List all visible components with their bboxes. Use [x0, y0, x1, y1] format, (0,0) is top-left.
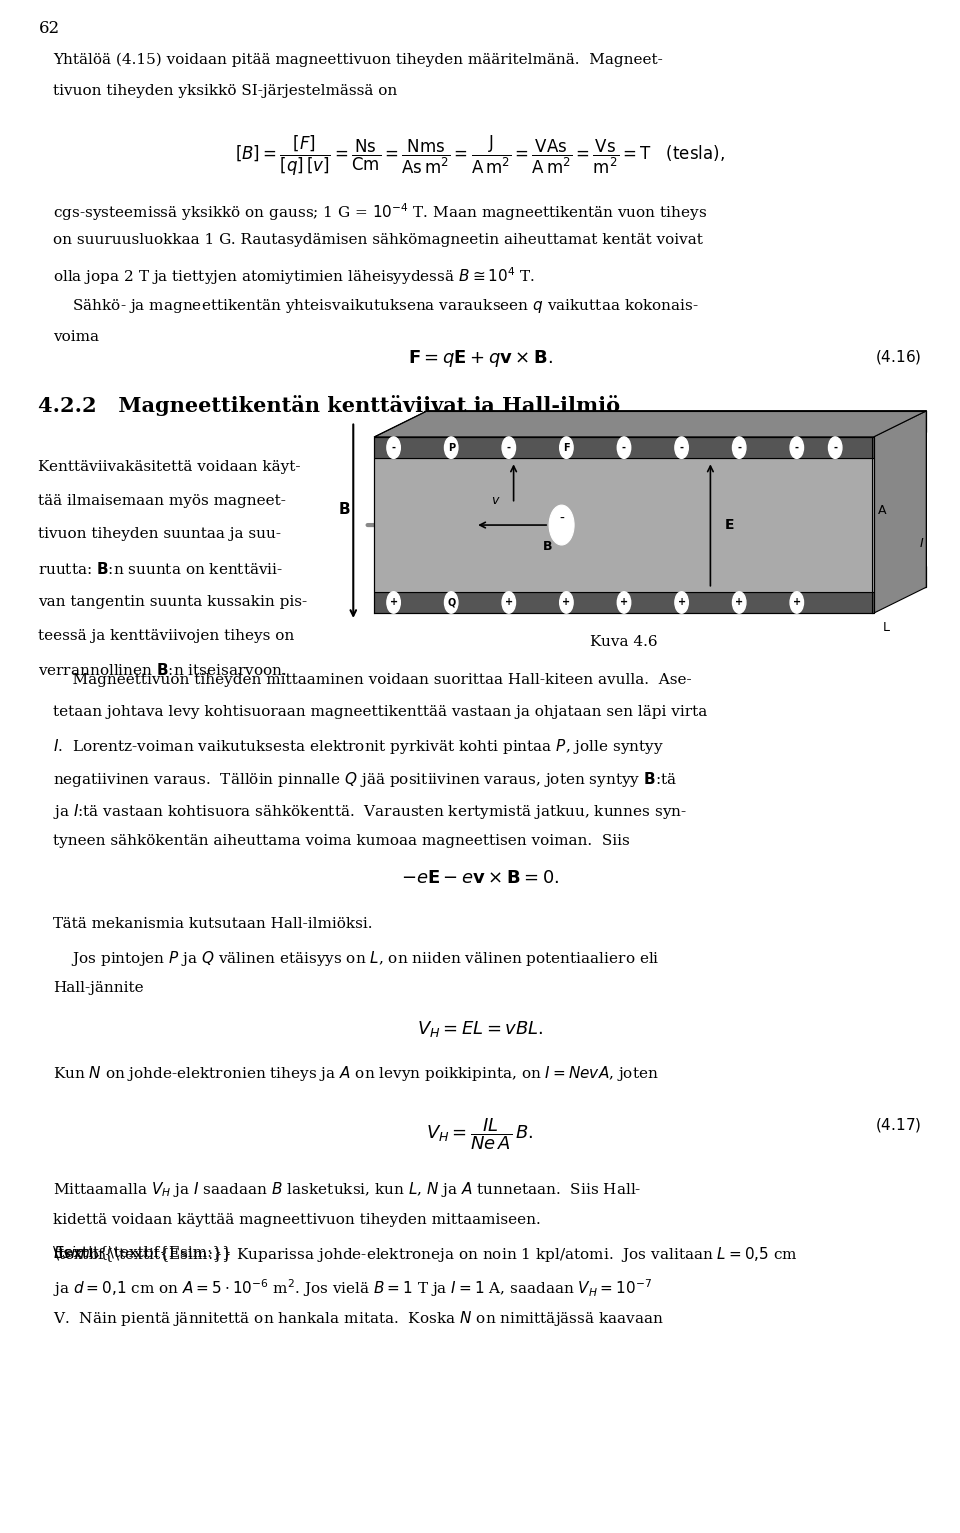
Polygon shape: [874, 411, 926, 613]
Text: -: -: [737, 443, 741, 452]
Text: -: -: [622, 443, 626, 452]
Text: Kenttäviivakäsitettä voidaan käyt-: Kenttäviivakäsitettä voidaan käyt-: [38, 460, 300, 474]
Text: +: +: [678, 598, 685, 607]
Text: E: E: [725, 518, 734, 532]
Text: A: A: [878, 504, 887, 518]
Text: Kun $N$ on johde-elektronien tiheys ja $A$ on levyn poikkipinta, on $I = NevA$, : Kun $N$ on johde-elektronien tiheys ja $…: [53, 1064, 659, 1082]
Circle shape: [617, 592, 631, 613]
Circle shape: [560, 437, 573, 458]
Circle shape: [675, 437, 688, 458]
Text: Mittaamalla $V_H$ ja $I$ saadaan $B$ lasketuksi, kun $L$, $N$ ja $A$ tunnetaan. : Mittaamalla $V_H$ ja $I$ saadaan $B$ las…: [53, 1180, 641, 1199]
Text: +: +: [505, 598, 513, 607]
Text: negatiivinen varaus.  Tällöin pinnalle $Q$ jää positiivinen varaus, joten syntyy: negatiivinen varaus. Tällöin pinnalle $Q…: [53, 770, 677, 788]
Text: cgs-systeemissä yksikkö on gauss; 1 G = $10^{-4}$ T. Maan magneettikentän vuon t: cgs-systeemissä yksikkö on gauss; 1 G = …: [53, 201, 707, 222]
Text: $I$.  Lorentz-voiman vaikutuksesta elektronit pyrkivät kohti pintaa $P$, jolle s: $I$. Lorentz-voiman vaikutuksesta elektr…: [53, 737, 663, 756]
Text: Tätä mekanismia kutsutaan Hall-ilmiöksi.: Tätä mekanismia kutsutaan Hall-ilmiöksi.: [53, 917, 372, 931]
Text: Magneettivuon tiheyden mittaaminen voidaan suorittaa Hall-kiteen avulla.  Ase-: Magneettivuon tiheyden mittaaminen voida…: [53, 673, 691, 687]
Text: tivuon tiheyden suuntaa ja suu-: tivuon tiheyden suuntaa ja suu-: [38, 527, 281, 541]
Text: -: -: [795, 443, 799, 452]
Circle shape: [732, 592, 746, 613]
Text: verrannollinen $\mathbf{B}$:n itseisarvoon.: verrannollinen $\mathbf{B}$:n itseisarvo…: [38, 662, 287, 678]
Text: $V_H = \dfrac{IL}{Ne\,A}\,B.$: $V_H = \dfrac{IL}{Ne\,A}\,B.$: [426, 1116, 534, 1151]
Text: L: L: [883, 621, 890, 633]
Text: Q: Q: [447, 598, 455, 607]
Text: $\mathit{Esim}$$:$: $\mathit{Esim}$$:$: [53, 1245, 98, 1260]
Text: on suuruusluokkaa 1 G. Rautasydämisen sähkömagneetin aiheuttamat kentät voivat: on suuruusluokkaa 1 G. Rautasydämisen sä…: [53, 233, 703, 247]
Text: teessä ja kenttäviivojen tiheys on: teessä ja kenttäviivojen tiheys on: [38, 629, 295, 642]
Polygon shape: [374, 458, 874, 592]
Text: ruutta: $\mathbf{B}$:n suunta on kenttävii-: ruutta: $\mathbf{B}$:n suunta on kenttäv…: [38, 561, 283, 576]
Circle shape: [387, 437, 400, 458]
Text: B: B: [339, 503, 350, 517]
Text: $(4.17)$: $(4.17)$: [876, 1116, 922, 1134]
Polygon shape: [374, 592, 874, 613]
Circle shape: [444, 592, 458, 613]
Text: \textbf{\textit{Esim:}} Kuparissa johde-elektroneja on noin 1 kpl/atomi.  Jos va: \textbf{\textit{Esim:}} Kuparissa johde-…: [53, 1245, 798, 1263]
Text: ja $d = 0{,}1$ cm on $A = 5 \cdot 10^{-6}$ m$^2$. Jos vielä $B = 1$ T ja $I = 1$: ja $d = 0{,}1$ cm on $A = 5 \cdot 10^{-6…: [53, 1277, 652, 1298]
Text: -: -: [507, 443, 511, 452]
Text: van tangentin suunta kussakin pis-: van tangentin suunta kussakin pis-: [38, 595, 307, 609]
Circle shape: [560, 592, 573, 613]
Circle shape: [502, 592, 516, 613]
Circle shape: [828, 437, 842, 458]
Text: +: +: [793, 598, 801, 607]
Text: V.  Näin pientä jännitettä on hankala mitata.  Koska $N$ on nimittäjässä kaavaan: V. Näin pientä jännitettä on hankala mit…: [53, 1309, 664, 1328]
Text: Sähkö- ja magneettikentän yhteisvaikutuksena varaukseen $q$ vaikuttaa kokonais-: Sähkö- ja magneettikentän yhteisvaikutuk…: [53, 297, 699, 316]
Text: Kuva 4.6: Kuva 4.6: [590, 635, 658, 648]
Circle shape: [502, 437, 516, 458]
Text: 4.2.2   Magneettikentän kenttäviivat ja Hall-ilmiö: 4.2.2 Magneettikentän kenttäviivat ja Ha…: [38, 396, 620, 417]
Circle shape: [732, 437, 746, 458]
Text: Hall-jännite: Hall-jännite: [53, 981, 143, 995]
Text: Yhtälöä (4.15) voidaan pitää magneettivuon tiheyden määritelmänä.  Magneet-: Yhtälöä (4.15) voidaan pitää magneettivu…: [53, 52, 662, 66]
Circle shape: [675, 592, 688, 613]
Text: I: I: [920, 538, 924, 550]
Circle shape: [549, 506, 574, 546]
Text: -: -: [680, 443, 684, 452]
Text: +: +: [620, 598, 628, 607]
Polygon shape: [427, 566, 926, 587]
Text: F: F: [564, 443, 569, 452]
Circle shape: [790, 592, 804, 613]
Text: +: +: [735, 598, 743, 607]
Text: +: +: [563, 598, 570, 607]
Text: tää ilmaisemaan myös magneet-: tää ilmaisemaan myös magneet-: [38, 494, 286, 507]
Text: -: -: [392, 443, 396, 452]
Text: Jos pintojen $P$ ja $Q$ välinen etäisyys on $L$, on niiden välinen potentiaalier: Jos pintojen $P$ ja $Q$ välinen etäisyys…: [53, 949, 660, 967]
Text: tetaan johtava levy kohtisuoraan magneettikenttää vastaan ja ohjataan sen läpi v: tetaan johtava levy kohtisuoraan magneet…: [53, 705, 708, 719]
Polygon shape: [427, 411, 926, 432]
Text: tivuon tiheyden yksikkö SI-järjestelmässä on: tivuon tiheyden yksikkö SI-järjestelmäss…: [53, 84, 397, 98]
Text: \textit{\textbf{Esim:}}: \textit{\textbf{Esim:}}: [53, 1245, 231, 1259]
Text: -: -: [559, 512, 564, 526]
Text: olla jopa 2 T ja tiettyjen atomiytimien läheisyydessä $B \cong 10^4$ T.: olla jopa 2 T ja tiettyjen atomiytimien …: [53, 265, 535, 287]
Text: P: P: [447, 443, 455, 452]
Text: v: v: [491, 494, 498, 506]
Text: B: B: [542, 541, 552, 553]
Polygon shape: [374, 437, 874, 458]
Text: ja $I$:tä vastaan kohtisuora sähkökenttä.  Varausten kertymistä jatkuu, kunnes s: ja $I$:tä vastaan kohtisuora sähkökenttä…: [53, 802, 686, 820]
Circle shape: [387, 592, 400, 613]
Circle shape: [790, 437, 804, 458]
Circle shape: [617, 437, 631, 458]
Circle shape: [444, 437, 458, 458]
Text: $-e\mathbf{E} - e\mathbf{v} \times \mathbf{B} = 0.$: $-e\mathbf{E} - e\mathbf{v} \times \math…: [400, 869, 560, 888]
Text: $\mathbf{F} = q\mathbf{E} + q\mathbf{v} \times \mathbf{B}.$: $\mathbf{F} = q\mathbf{E} + q\mathbf{v} …: [408, 348, 552, 369]
Text: voima: voima: [53, 330, 99, 343]
Text: $(4.16)$: $(4.16)$: [876, 348, 922, 366]
Text: 62: 62: [38, 20, 60, 37]
Text: +: +: [390, 598, 397, 607]
Text: -: -: [833, 443, 837, 452]
Text: kidettä voidaan käyttää magneettivuon tiheyden mittaamiseen.: kidettä voidaan käyttää magneettivuon ti…: [53, 1213, 540, 1226]
Text: tyneen sähkökentän aiheuttama voima kumoaa magneettisen voiman.  Siis: tyneen sähkökentän aiheuttama voima kumo…: [53, 834, 630, 848]
Text: $V_H = EL = vBL.$: $V_H = EL = vBL.$: [417, 1019, 543, 1039]
Polygon shape: [374, 411, 926, 437]
Text: $[B] = \dfrac{[F]}{[q]\,[v]} = \dfrac{\mathrm{Ns}}{\mathrm{Cm}} = \dfrac{\mathrm: $[B] = \dfrac{[F]}{[q]\,[v]} = \dfrac{\m…: [235, 133, 725, 178]
